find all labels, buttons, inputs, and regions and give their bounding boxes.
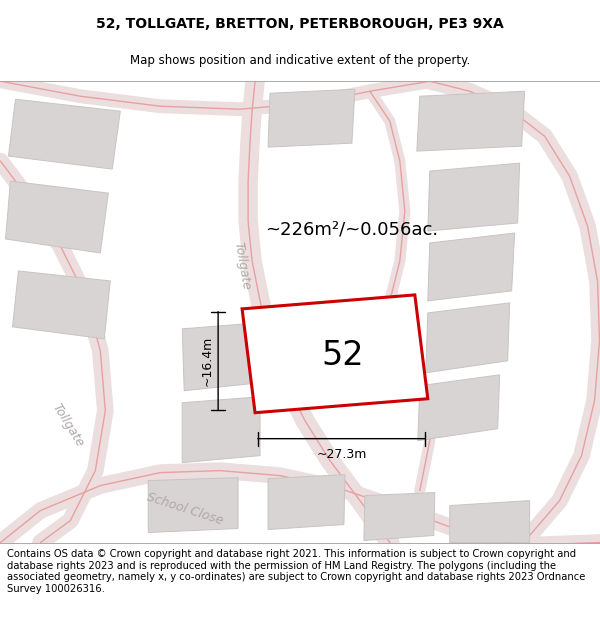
Text: ~16.4m: ~16.4m	[200, 336, 213, 386]
Polygon shape	[428, 233, 515, 301]
Polygon shape	[428, 163, 520, 231]
Polygon shape	[182, 397, 260, 462]
Polygon shape	[417, 91, 524, 151]
Text: 52, TOLLGATE, BRETTON, PETERBOROUGH, PE3 9XA: 52, TOLLGATE, BRETTON, PETERBOROUGH, PE3…	[96, 18, 504, 31]
Polygon shape	[268, 474, 345, 529]
Polygon shape	[426, 303, 509, 372]
Polygon shape	[182, 323, 260, 391]
Polygon shape	[418, 375, 500, 441]
Text: School Close: School Close	[145, 490, 225, 527]
Text: 52: 52	[322, 339, 364, 372]
Polygon shape	[13, 271, 110, 339]
Polygon shape	[268, 89, 355, 147]
Polygon shape	[148, 478, 238, 532]
Text: Contains OS data © Crown copyright and database right 2021. This information is : Contains OS data © Crown copyright and d…	[7, 549, 586, 594]
Polygon shape	[8, 99, 120, 169]
Polygon shape	[364, 492, 435, 541]
Text: Map shows position and indicative extent of the property.: Map shows position and indicative extent…	[130, 54, 470, 68]
Text: Tollgate: Tollgate	[50, 401, 87, 450]
Polygon shape	[5, 181, 109, 253]
Polygon shape	[242, 295, 428, 412]
Text: ~226m²/~0.056ac.: ~226m²/~0.056ac.	[265, 220, 438, 238]
Text: Tollgate: Tollgate	[232, 241, 253, 291]
Text: ~27.3m: ~27.3m	[316, 448, 367, 461]
Polygon shape	[450, 501, 530, 542]
